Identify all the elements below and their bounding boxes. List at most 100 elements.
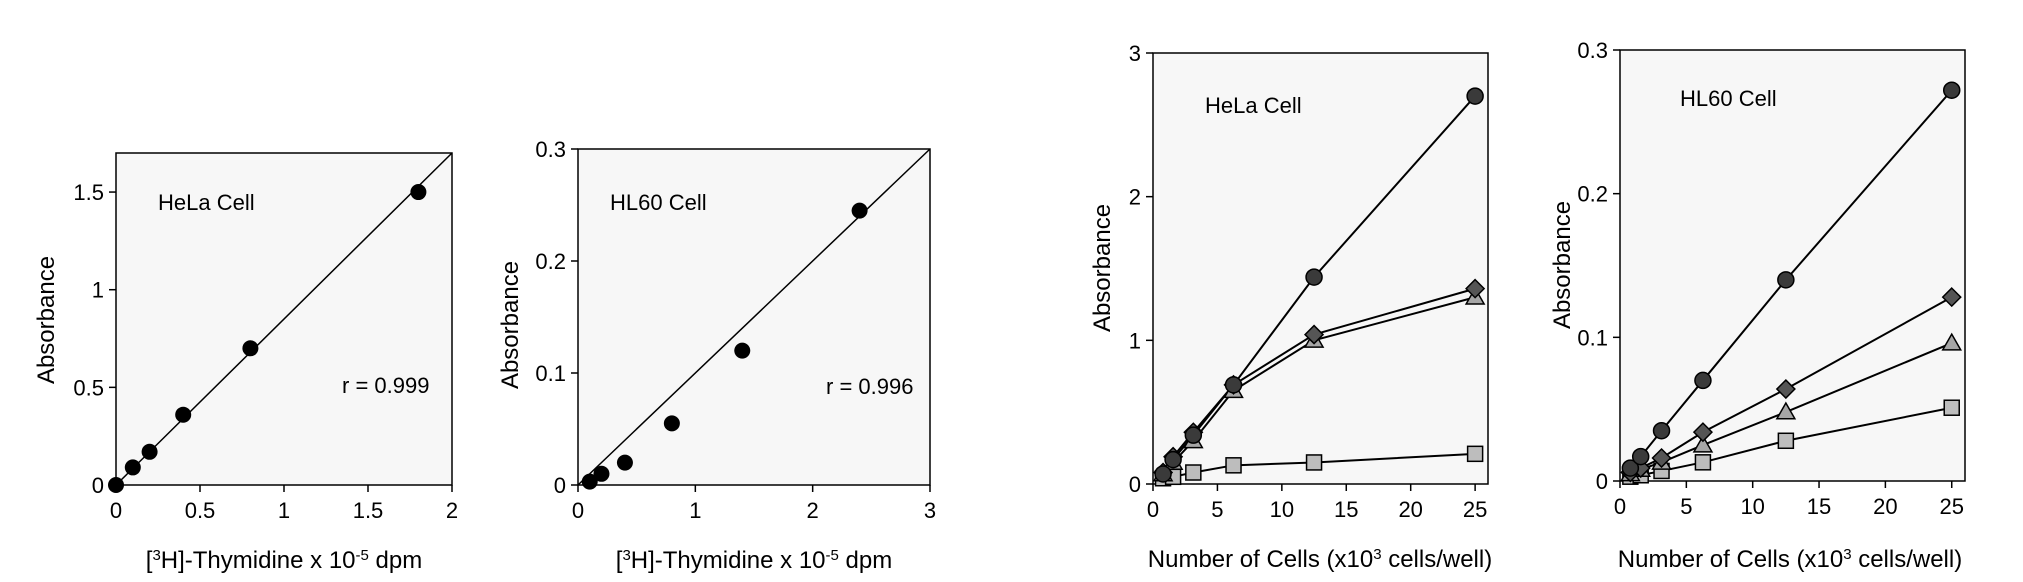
- data-point: [108, 477, 124, 493]
- diamond-marker: [1465, 278, 1486, 299]
- correlation-label: r = 0.996: [826, 374, 913, 399]
- fit-line-group: [577, 148, 931, 486]
- circle-marker: [1224, 376, 1243, 394]
- circle-marker: [1631, 447, 1650, 466]
- y-tick-label: 2: [1129, 185, 1141, 210]
- data-points: [108, 184, 427, 493]
- x-tick-label: 25: [1939, 494, 1963, 519]
- y-tick-label: 0: [554, 473, 566, 498]
- x-axis-title: [3H]-Thymidine x 10-5 dpm: [146, 547, 422, 575]
- square-marker: [1777, 432, 1795, 450]
- y-axis-title: Absorbance: [1089, 204, 1116, 332]
- x-axis: 0 5 10 15 20 25: [1147, 484, 1487, 522]
- y-tick-label: 0.2: [535, 249, 566, 274]
- diamond-marker: [1651, 447, 1672, 469]
- data-point: [175, 406, 192, 423]
- data-point: [124, 459, 141, 476]
- y-axis-title: Absorbance: [1549, 201, 1576, 329]
- circle-marker: [1777, 271, 1795, 289]
- square-marker: [1943, 399, 1960, 416]
- data-point: [663, 415, 680, 432]
- fit-line: [577, 148, 931, 486]
- panel-d-hl60-cells: 0 5 10 15 20 25 0 0.1 0.2 0.3 HL60 Cell Absorban…: [1549, 38, 1966, 574]
- correlation-label: r = 0.999: [342, 373, 429, 398]
- y-axis: 0 0.1 0.2 0.3: [535, 137, 578, 498]
- x-axis-title: [3H]-Thymidine x 10-5 dpm: [616, 547, 892, 575]
- data-point: [851, 202, 868, 219]
- panel-b-hl60-thymidine: 0 1 2 3 0 0.1 0.2 0.3 HL60 Cell r = 0.996 Abso…: [497, 137, 936, 574]
- y-axis: 0 1 2 3: [1129, 41, 1153, 497]
- x-axis: 0 5 10 15 20 25: [1614, 481, 1964, 519]
- y-tick-label: 0.1: [535, 361, 566, 386]
- x-tick-label: 2: [807, 498, 819, 523]
- x-tick-label: 25: [1463, 497, 1487, 522]
- panel-annotation: HL60 Cell: [1680, 86, 1777, 111]
- data-point: [242, 340, 259, 357]
- y-axis: 0 0.5 1 1.5: [73, 180, 116, 498]
- square-marker: [1225, 457, 1242, 474]
- circle-marker: [1184, 426, 1203, 444]
- y-tick-label: 1: [92, 278, 104, 303]
- x-tick-label: 1: [278, 498, 290, 523]
- data-series: [1152, 87, 1486, 487]
- panel-annotation: HL60 Cell: [610, 190, 707, 215]
- x-tick-label: 5: [1211, 497, 1223, 522]
- diamond-marker: [1775, 378, 1796, 400]
- x-tick-label: 2: [446, 498, 458, 523]
- data-points: [581, 202, 868, 490]
- data-point: [410, 184, 427, 201]
- x-axis: 0 1 2 3: [572, 485, 936, 523]
- data-point: [141, 443, 158, 460]
- fit-line: [115, 152, 453, 486]
- x-tick-label: 0: [1147, 497, 1159, 522]
- square-marker: [1305, 454, 1323, 471]
- square-marker: [1185, 464, 1202, 481]
- x-tick-label: 10: [1740, 494, 1764, 519]
- y-axis: 0 0.1 0.2 0.3: [1577, 38, 1620, 494]
- x-tick-label: 20: [1398, 497, 1422, 522]
- x-tick-label: 0: [1614, 494, 1626, 519]
- x-tick-label: 1: [689, 498, 701, 523]
- panel-annotation: HeLa Cell: [158, 190, 255, 215]
- circle-marker: [1652, 421, 1671, 440]
- x-tick-label: 0: [572, 498, 584, 523]
- y-tick-label: 1.5: [73, 180, 104, 205]
- x-tick-label: 20: [1873, 494, 1897, 519]
- x-axis-title: Number of Cells (x103 cells/well): [1618, 546, 1962, 574]
- panel-a-hela-thymidine: 0 0.5 1 1.5 2 0 0.5 1 1.5 HeLa Cell r = 0.999 A…: [33, 152, 458, 575]
- y-tick-label: 3: [1129, 41, 1141, 66]
- panel-annotation: HeLa Cell: [1205, 93, 1302, 118]
- y-tick-label: 0.3: [535, 137, 566, 162]
- x-tick-label: 15: [1807, 494, 1831, 519]
- x-tick-label: 15: [1334, 497, 1358, 522]
- y-axis-title: Absorbance: [497, 261, 524, 389]
- data-point: [593, 465, 610, 482]
- circle-marker: [1154, 465, 1172, 483]
- triangle-marker: [1692, 434, 1714, 453]
- data-point: [616, 454, 633, 471]
- panel-c-hela-cells: 0 5 10 15 20 25 0 1 2 3 HeLa Cell Absorbance Num…: [1089, 41, 1492, 573]
- x-tick-label: 0.5: [185, 498, 216, 523]
- y-tick-label: 0: [1596, 469, 1608, 494]
- y-tick-label: 0.2: [1577, 182, 1608, 207]
- x-axis-title: Number of Cells (x103 cells/well): [1148, 546, 1492, 574]
- circle-marker: [1466, 87, 1484, 105]
- triangle-marker: [1775, 401, 1797, 420]
- circle-marker: [1942, 81, 1961, 99]
- circle-marker: [1164, 450, 1182, 469]
- triangle-marker: [1941, 332, 1963, 351]
- diamond-marker: [1941, 287, 1962, 308]
- diamond-marker: [1692, 422, 1713, 443]
- square-marker: [1694, 454, 1712, 471]
- diamond-marker: [1303, 324, 1325, 345]
- square-marker: [1466, 445, 1484, 463]
- data-series: [1620, 81, 1963, 485]
- fit-line-group: [115, 152, 453, 486]
- y-tick-label: 1: [1129, 328, 1141, 353]
- x-tick-label: 10: [1270, 497, 1294, 522]
- x-tick-label: 3: [924, 498, 936, 523]
- y-tick-label: 0: [92, 473, 104, 498]
- x-tick-label: 0: [110, 498, 122, 523]
- x-axis: 0 0.5 1 1.5 2: [110, 485, 458, 523]
